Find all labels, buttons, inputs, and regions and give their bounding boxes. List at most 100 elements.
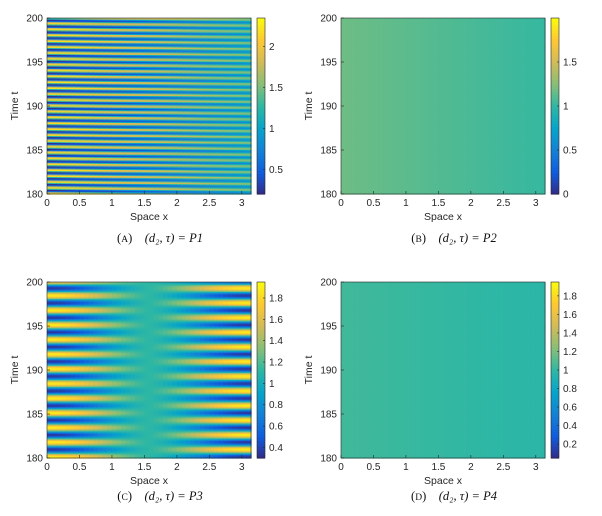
heatmap-cell (47, 76, 53, 79)
heatmap-cell (51, 52, 57, 54)
heatmap-cell (135, 42, 141, 45)
heatmap-cell (84, 79, 90, 81)
heatmap-cell (88, 33, 94, 36)
heatmap-cell (121, 33, 127, 36)
heatmap-cell (84, 68, 90, 71)
heatmap-cell (79, 54, 85, 57)
heatmap-cell (88, 76, 94, 79)
heatmap-cell (121, 36, 127, 39)
heatmap-cell (107, 103, 113, 106)
heatmap-cell (51, 40, 57, 43)
heatmap-cell (47, 121, 53, 124)
heatmap-cell (47, 152, 53, 155)
heatmap-cell (60, 21, 67, 24)
heatmap-cell (70, 68, 76, 71)
heatmap-cell (74, 116, 81, 119)
heatmap-cell (93, 86, 99, 88)
heatmap-cell (111, 155, 118, 158)
heatmap-cell (98, 70, 104, 73)
heatmap-cell (153, 156, 159, 159)
heatmap-cell (56, 48, 62, 51)
heatmap-cell (56, 70, 62, 73)
heatmap-cell (56, 116, 62, 119)
heatmap-cell (93, 93, 99, 95)
heatmap-cell (121, 170, 127, 173)
heatmap-cell (84, 181, 90, 183)
heatmap-cell (74, 155, 81, 158)
heatmap-cell (125, 33, 132, 36)
heatmap-cell (60, 41, 67, 44)
heatmap-cell (121, 182, 127, 185)
heatmap-cell (107, 131, 113, 134)
heatmap-cell (98, 35, 104, 38)
heatmap-cell (88, 120, 94, 122)
heatmap-cell (149, 152, 155, 155)
heatmap-cell (139, 186, 145, 189)
heatmap-cell (116, 63, 122, 66)
heatmap-cell (65, 97, 71, 100)
heatmap-cell (130, 159, 136, 162)
heatmap-cell (70, 162, 76, 165)
heatmap-cell (125, 68, 132, 71)
heatmap-cell (125, 134, 132, 136)
heatmap-cell (121, 90, 127, 93)
heatmap-cell (93, 71, 99, 74)
heatmap-cell (135, 41, 141, 44)
heatmap-cell (60, 171, 67, 174)
heatmap-cell (130, 74, 136, 77)
heatmap-cell (130, 81, 136, 84)
heatmap-cell (93, 110, 99, 113)
heatmap-cell (149, 104, 155, 107)
heatmap-cell (79, 103, 85, 106)
heatmap-cell (125, 39, 132, 41)
heatmap-cell (47, 123, 53, 126)
heatmap-cell (51, 57, 57, 60)
heatmap-cell (84, 135, 90, 138)
heatmap-cell (149, 132, 155, 135)
heatmap-cell (139, 177, 145, 180)
heatmap-cell (121, 59, 127, 61)
heatmap-cell (153, 26, 159, 28)
heatmap-cell (47, 54, 53, 57)
heatmap-cell (60, 95, 67, 98)
heatmap-cell (47, 162, 53, 165)
heatmap-cell (98, 135, 104, 138)
heatmap-cell (88, 178, 94, 181)
heatmap-cell (102, 137, 108, 140)
heatmap-cell (93, 188, 99, 190)
heatmap-cell (139, 129, 145, 132)
heatmap-cell (47, 101, 53, 104)
heatmap-cell (74, 177, 81, 180)
heatmap-cell (158, 144, 164, 147)
heatmap-cell (79, 167, 85, 169)
heatmap-cell (88, 128, 94, 131)
heatmap-cell (144, 178, 150, 181)
heatmap-cell (116, 182, 122, 185)
heatmap-cell (60, 138, 67, 141)
heatmap-cell (121, 88, 127, 91)
heatmap-cell (74, 183, 81, 186)
heatmap-cell (84, 44, 90, 47)
heatmap-cell (125, 145, 132, 148)
heatmap-cell (107, 190, 113, 193)
heatmap-cell (139, 25, 145, 27)
heatmap-cell (60, 143, 67, 146)
heatmap-cell (139, 29, 145, 32)
heatmap-cell (139, 91, 145, 94)
heatmap-cell (51, 44, 57, 47)
heatmap-cell (102, 89, 108, 92)
heatmap-cell (88, 34, 94, 37)
heatmap-cell (107, 116, 113, 119)
heatmap-cell (88, 132, 94, 135)
heatmap-cell (130, 170, 136, 173)
heatmap-cell (139, 161, 145, 163)
heatmap-cell (93, 52, 99, 54)
heatmap-cell (56, 108, 62, 111)
heatmap-cell (116, 48, 122, 51)
heatmap-cell (93, 120, 99, 122)
heatmap-cell (158, 149, 164, 152)
heatmap-cell (121, 184, 127, 187)
heatmap-cell (93, 95, 99, 98)
heatmap-cell (65, 19, 71, 21)
heatmap-cell (116, 104, 122, 107)
